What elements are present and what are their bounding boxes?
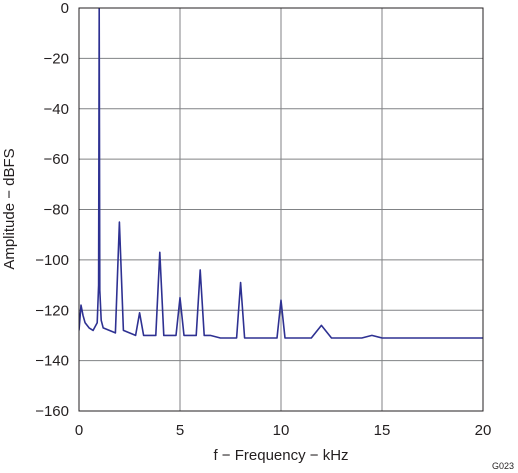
- series-line-spectrum: [79, 8, 483, 339]
- y-tick-label: −60: [44, 151, 69, 168]
- y-tick-label: 0: [61, 0, 69, 17]
- x-tick-labels: 0 5 10 15 20: [75, 422, 492, 439]
- y-tick-label: −80: [44, 202, 69, 219]
- figure-code: G023: [492, 461, 514, 471]
- y-tick-label: −100: [35, 252, 69, 269]
- y-tick-label: −40: [44, 101, 69, 118]
- grid-lines: [79, 8, 483, 411]
- y-tick-label: −140: [35, 353, 69, 370]
- x-tick-label: 0: [75, 422, 83, 439]
- y-axis-label: Amplitude − dBFS: [1, 148, 18, 269]
- x-tick-label: 15: [374, 422, 391, 439]
- y-tick-labels: 0 −20 −40 −60 −80 −100 −120 −140 −160: [35, 0, 69, 420]
- x-tick-label: 10: [273, 422, 290, 439]
- x-tick-label: 5: [176, 422, 184, 439]
- y-tick-label: −120: [35, 302, 69, 319]
- x-axis-label: f − Frequency − kHz: [213, 447, 348, 464]
- x-tick-label: 20: [475, 422, 492, 439]
- plot-frame: [78, 7, 484, 412]
- y-tick-label: −20: [44, 50, 69, 67]
- y-tick-label: −160: [35, 403, 69, 420]
